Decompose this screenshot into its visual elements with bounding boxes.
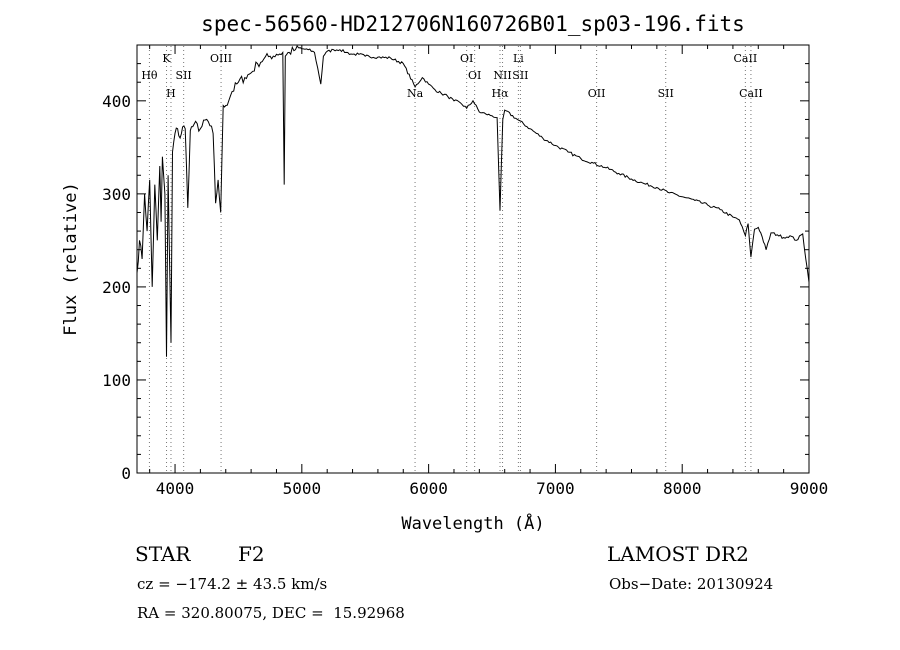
- line-label: Na: [407, 87, 424, 100]
- obs-date-text: Obs−Date: 20130924: [609, 575, 774, 593]
- line-label: SII: [512, 69, 528, 82]
- line-label: SII: [176, 69, 192, 82]
- line-label: CaII: [734, 52, 758, 65]
- object-class: STAR: [135, 542, 191, 566]
- y-tick-label: 0: [121, 464, 131, 483]
- y-tick-label: 200: [102, 278, 131, 297]
- line-label: H: [166, 87, 176, 100]
- coordinates-text: RA = 320.80075, DEC = 15.92968: [137, 604, 405, 622]
- line-label: K: [162, 52, 171, 65]
- line-label: NII: [493, 69, 511, 82]
- plot-frame: [136, 44, 810, 474]
- axes: 4000 5000 6000 7000 8000 9000 0 100 200 300 400: [102, 45, 828, 498]
- chart-title: spec-56560-HD212706N160726B01_sp03-196.f…: [201, 12, 745, 36]
- y-axis-label: Flux (relative): [61, 182, 81, 336]
- line-label: Hθ: [141, 69, 158, 82]
- x-tick-label: 5000: [283, 479, 322, 498]
- line-label: CaII: [739, 87, 763, 100]
- line-label: SII: [658, 87, 674, 100]
- line-label: OIII: [210, 52, 232, 65]
- line-label: OI: [460, 52, 473, 65]
- spectrum-series: [136, 45, 810, 357]
- x-tick-label: 9000: [790, 479, 829, 498]
- x-tick-label: 8000: [663, 479, 702, 498]
- survey-name: LAMOST DR2: [607, 542, 749, 566]
- y-tick-label: 400: [102, 92, 131, 111]
- x-axis-label: Wavelength (Å): [401, 512, 544, 534]
- line-label: Hα: [491, 87, 509, 100]
- line-label: OI: [468, 69, 481, 82]
- redshift-text: cz = −174.2 ± 43.5 km/s: [137, 575, 328, 593]
- x-tick-label: 7000: [536, 479, 575, 498]
- y-tick-label: 100: [102, 371, 131, 390]
- line-label: OII: [588, 87, 606, 100]
- y-tick-label: 300: [102, 185, 131, 204]
- spectrum-line: [136, 45, 810, 357]
- spectrum-chart: spec-56560-HD212706N160726B01_sp03-196.f…: [61, 12, 828, 534]
- x-tick-label: 6000: [409, 479, 448, 498]
- line-label: Li: [513, 52, 524, 65]
- object-subclass: F2: [238, 542, 265, 566]
- x-tick-label: 4000: [156, 479, 195, 498]
